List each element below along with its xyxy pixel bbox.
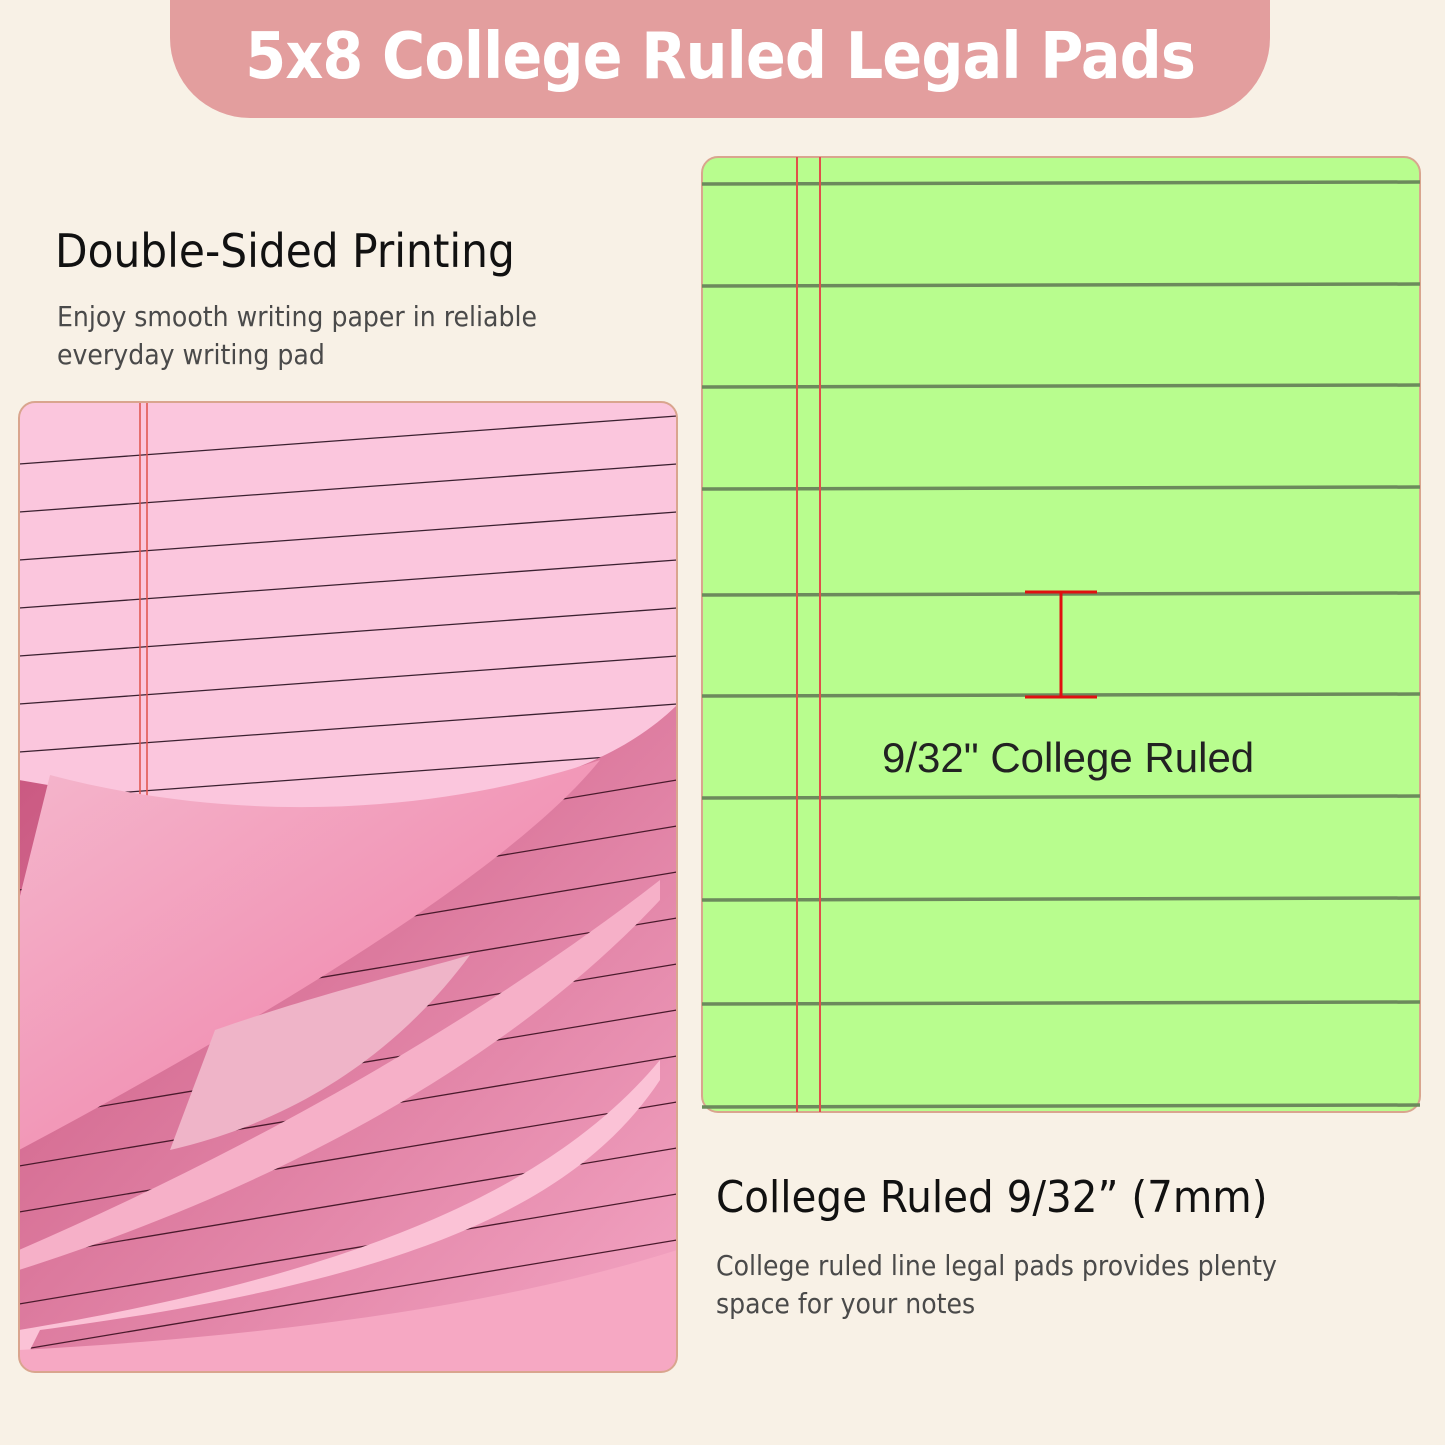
ruling-measure-icon [1025,590,1097,699]
rule-line [701,383,1421,389]
page-title: 5x8 College Ruled Legal Pads [245,20,1196,94]
rule-line [701,1000,1421,1006]
title-banner: 5x8 College Ruled Legal Pads [170,0,1270,118]
rule-line [19,559,677,609]
ruling-label: 9/32" College Ruled [882,734,1255,781]
rule-line [19,703,677,753]
rule-line [19,463,677,513]
rule-line [19,751,677,801]
rule-line [19,415,677,465]
rule-line [701,282,1421,288]
right-feature-description: College ruled line legal pads provides p… [716,1249,1277,1320]
pink-legal-pad-curled-pages [18,401,678,1373]
left-feature-description: Enjoy smooth writing paper in reliable e… [57,300,537,371]
rule-line [19,607,677,657]
rule-line [701,896,1421,902]
rule-line [701,794,1421,800]
rule-line [19,511,677,561]
left-feature-heading: Double-Sided Printing [55,224,515,278]
rule-line [19,1101,677,1213]
rule-line [701,1103,1421,1109]
rule-line [19,655,677,705]
rule-line [19,1239,677,1351]
right-feature-heading: College Ruled 9/32” (7mm) [716,1172,1268,1223]
rule-line [701,180,1421,186]
rule-line [701,485,1421,491]
rule-line [19,1193,677,1305]
green-legal-pad [701,156,1421,1113]
